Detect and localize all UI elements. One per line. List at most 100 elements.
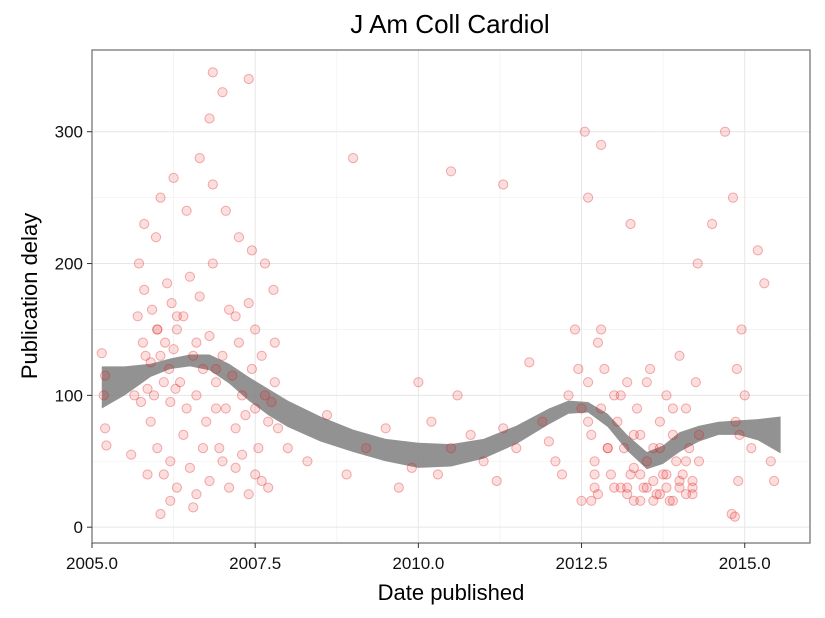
data-point <box>140 350 151 361</box>
data-point <box>168 172 179 183</box>
data-point <box>210 363 222 375</box>
data-point <box>224 482 235 493</box>
data-point <box>596 324 607 335</box>
data-point <box>269 337 280 348</box>
data-point <box>498 423 509 434</box>
data-point <box>100 370 111 381</box>
data-point <box>237 390 248 401</box>
data-point <box>194 153 205 164</box>
data-point <box>465 429 476 440</box>
data-point <box>641 377 652 388</box>
data-point <box>615 482 626 493</box>
data-point <box>635 429 646 440</box>
data-point <box>98 390 109 401</box>
data-point <box>625 469 636 480</box>
data-point <box>142 469 153 480</box>
y-tick-label: 0 <box>74 518 83 537</box>
data-point <box>661 390 672 401</box>
data-point <box>204 113 215 124</box>
data-point <box>302 456 313 467</box>
data-point <box>693 429 705 440</box>
data-point <box>188 502 199 513</box>
data-point <box>204 330 215 342</box>
data-point <box>586 429 597 440</box>
data-point <box>256 350 267 361</box>
data-point <box>589 456 600 467</box>
data-point <box>135 396 147 408</box>
data-point <box>348 153 359 164</box>
data-point <box>720 126 731 137</box>
data-point <box>282 443 293 454</box>
data-point <box>592 337 604 348</box>
data-point <box>687 475 698 487</box>
data-point <box>734 429 745 440</box>
x-axis-title: Date published <box>378 580 525 605</box>
x-tick-label: 2005.0 <box>66 554 118 573</box>
data-point <box>622 377 633 388</box>
data-point <box>596 403 607 414</box>
data-point <box>152 443 163 454</box>
data-point <box>674 350 685 361</box>
data-point <box>100 423 111 434</box>
data-point <box>583 416 594 427</box>
data-point <box>165 396 176 408</box>
data-point <box>658 469 669 480</box>
data-point <box>259 390 271 401</box>
data-point <box>171 482 182 493</box>
data-point <box>680 489 692 500</box>
data-point <box>217 350 228 361</box>
y-axis-title: Publication delay <box>17 213 42 379</box>
data-point <box>263 416 274 427</box>
data-point <box>661 469 672 480</box>
data-point <box>612 416 623 427</box>
data-points <box>96 67 780 522</box>
data-point <box>155 508 166 520</box>
data-point <box>152 324 163 335</box>
data-point <box>596 139 607 150</box>
data-point <box>217 456 228 467</box>
data-point <box>263 482 274 493</box>
data-point <box>139 218 150 230</box>
data-point <box>729 511 741 522</box>
data-point <box>268 284 279 295</box>
data-point <box>622 489 633 500</box>
data-point <box>171 324 182 335</box>
x-axis: 2005.0 2007.5 2010.0 2012.5 2015.0 <box>66 543 771 573</box>
data-point <box>230 423 241 434</box>
data-point <box>579 126 590 137</box>
data-point <box>233 337 244 348</box>
x-tick-label: 2010.0 <box>392 554 444 573</box>
data-point <box>393 482 404 493</box>
data-point <box>163 363 175 375</box>
data-point <box>445 166 457 177</box>
data-point <box>618 443 630 454</box>
data-point <box>576 495 587 506</box>
x-tick-label: 2015.0 <box>719 554 771 573</box>
data-point <box>158 377 169 388</box>
data-point <box>197 363 209 375</box>
data-point <box>556 469 568 480</box>
x-tick-label: 2012.5 <box>556 554 608 573</box>
data-point <box>321 410 333 421</box>
data-point <box>210 377 222 388</box>
data-point <box>687 489 698 500</box>
data-point <box>132 311 143 322</box>
data-point <box>727 192 739 203</box>
smoother-band <box>101 354 781 470</box>
data-point <box>168 344 179 355</box>
data-point <box>733 475 744 487</box>
data-point <box>583 192 594 203</box>
data-point <box>126 449 137 460</box>
data-point <box>687 482 698 493</box>
data-point <box>266 396 277 408</box>
data-point <box>628 462 639 473</box>
x-tick-label: 2007.5 <box>229 554 281 573</box>
data-point <box>380 423 391 434</box>
data-point <box>207 179 218 190</box>
data-point <box>170 383 181 394</box>
data-point <box>227 370 238 381</box>
data-point <box>237 449 248 460</box>
data-point <box>147 304 158 315</box>
data-point <box>181 205 192 216</box>
